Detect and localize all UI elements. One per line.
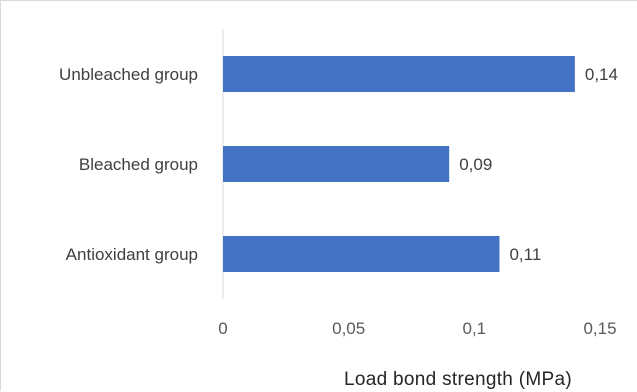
x-tick-label: 0,1 [463,319,487,338]
category-label: Unbleached group [59,65,198,84]
bar [223,56,575,92]
data-label: 0,14 [585,65,618,84]
data-label: 0,11 [509,245,541,264]
x-tick-label: 0 [218,319,227,338]
x-tick-label: 0,15 [583,319,616,338]
bars [223,56,575,272]
category-label: Antioxidant group [66,245,198,264]
x-tick-label: 0,05 [332,319,365,338]
bar [223,236,500,272]
category-labels: Unbleached group Bleached group Antioxidan… [59,65,198,264]
bar [223,146,450,182]
data-label: 0,09 [459,155,492,174]
x-axis-title: Load bond strength (MPa) [344,369,572,390]
category-label: Bleached group [79,155,198,174]
data-labels: 0,14 0,09 0,11 [459,65,618,264]
x-tick-labels: 0 0,05 0,1 0,15 [218,319,616,338]
